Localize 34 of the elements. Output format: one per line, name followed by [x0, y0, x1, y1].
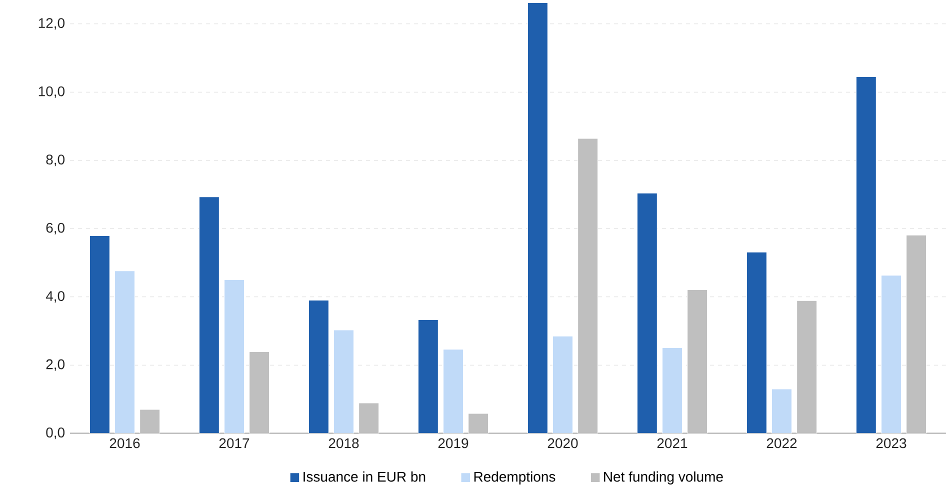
y-tick-label: 10,0 — [38, 86, 65, 98]
bar — [527, 2, 548, 434]
bar — [418, 320, 438, 434]
bar — [333, 330, 354, 434]
bar — [771, 388, 792, 434]
y-tick-label: 0,0 — [46, 428, 65, 440]
y-tick-label: 6,0 — [46, 223, 65, 235]
legend-label: Net funding volume — [604, 472, 723, 485]
x-tick-label: 2021 — [657, 438, 688, 448]
y-tick-label: 4,0 — [46, 291, 65, 303]
x-tick-label: 2020 — [548, 438, 578, 448]
x-tick-label: 2018 — [328, 438, 359, 448]
legend-label: Issuance in EUR bn — [304, 472, 426, 482]
bar — [224, 280, 245, 434]
x-tick-label: 2016 — [110, 438, 140, 448]
bar — [198, 196, 220, 434]
bar — [114, 270, 136, 434]
legend-label: Redemptions — [474, 472, 556, 485]
bar — [856, 76, 876, 434]
x-tick-label: 2023 — [876, 438, 906, 448]
y-tick-label: 8,0 — [46, 154, 65, 166]
bar — [636, 193, 658, 434]
y-tick-label: 2,0 — [46, 359, 65, 372]
bar — [746, 252, 767, 434]
bar — [442, 349, 464, 434]
x-tick-label: 2019 — [438, 438, 468, 448]
bar — [662, 348, 683, 434]
x-tick-label: 2017 — [219, 438, 250, 448]
bar — [880, 275, 902, 434]
bar — [308, 300, 329, 434]
bar — [89, 236, 110, 434]
bar — [552, 336, 574, 434]
x-tick-label: 2022 — [766, 438, 797, 448]
y-tick-label: 12,0 — [38, 18, 65, 30]
